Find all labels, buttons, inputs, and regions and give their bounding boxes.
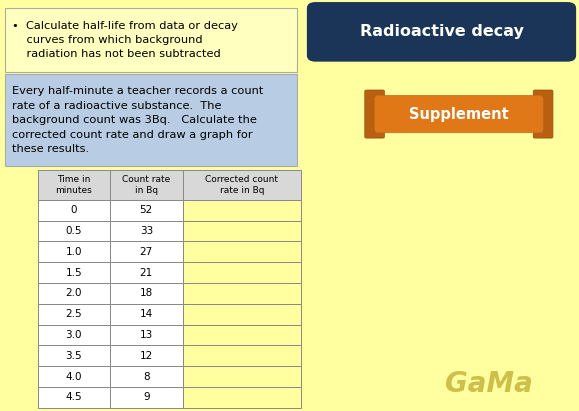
Text: 52: 52 [140, 205, 153, 215]
Text: 2.5: 2.5 [65, 309, 82, 319]
FancyBboxPatch shape [38, 200, 110, 221]
FancyBboxPatch shape [110, 170, 182, 200]
FancyBboxPatch shape [38, 283, 110, 304]
FancyBboxPatch shape [375, 95, 543, 133]
FancyBboxPatch shape [110, 304, 182, 325]
FancyBboxPatch shape [5, 8, 297, 72]
FancyBboxPatch shape [182, 221, 301, 241]
Text: 9: 9 [143, 393, 149, 402]
FancyBboxPatch shape [182, 200, 301, 221]
FancyBboxPatch shape [365, 90, 384, 138]
FancyBboxPatch shape [110, 387, 182, 408]
FancyBboxPatch shape [110, 262, 182, 283]
FancyBboxPatch shape [38, 304, 110, 325]
FancyBboxPatch shape [110, 200, 182, 221]
Text: 27: 27 [140, 247, 153, 257]
FancyBboxPatch shape [533, 90, 553, 138]
FancyBboxPatch shape [38, 325, 110, 345]
FancyBboxPatch shape [110, 283, 182, 304]
Text: 33: 33 [140, 226, 153, 236]
FancyBboxPatch shape [182, 241, 301, 262]
FancyBboxPatch shape [110, 241, 182, 262]
FancyBboxPatch shape [5, 74, 297, 166]
Text: 1.0: 1.0 [65, 247, 82, 257]
Text: 2.0: 2.0 [65, 289, 82, 298]
FancyBboxPatch shape [182, 345, 301, 366]
FancyBboxPatch shape [182, 170, 301, 200]
Text: 0: 0 [71, 205, 77, 215]
Text: Time in
minutes: Time in minutes [56, 175, 92, 195]
Text: Every half-minute a teacher records a count
rate of a radioactive substance.  Th: Every half-minute a teacher records a co… [12, 86, 263, 154]
Text: GaMa: GaMa [445, 370, 533, 398]
FancyBboxPatch shape [38, 366, 110, 387]
Text: Count rate
in Bq: Count rate in Bq [122, 175, 170, 195]
Text: 13: 13 [140, 330, 153, 340]
FancyBboxPatch shape [182, 387, 301, 408]
FancyBboxPatch shape [38, 221, 110, 241]
Text: Supplement: Supplement [409, 106, 509, 122]
Text: 3.5: 3.5 [65, 351, 82, 361]
Text: 8: 8 [143, 372, 149, 381]
Text: 18: 18 [140, 289, 153, 298]
Text: Corrected count
rate in Bq: Corrected count rate in Bq [206, 175, 278, 195]
FancyBboxPatch shape [38, 262, 110, 283]
FancyBboxPatch shape [38, 345, 110, 366]
FancyBboxPatch shape [110, 345, 182, 366]
FancyBboxPatch shape [182, 325, 301, 345]
FancyBboxPatch shape [38, 241, 110, 262]
Text: 21: 21 [140, 268, 153, 277]
FancyBboxPatch shape [110, 325, 182, 345]
Text: 4.0: 4.0 [65, 372, 82, 381]
FancyBboxPatch shape [182, 262, 301, 283]
FancyBboxPatch shape [182, 366, 301, 387]
FancyBboxPatch shape [307, 2, 576, 62]
FancyBboxPatch shape [38, 170, 110, 200]
FancyBboxPatch shape [38, 387, 110, 408]
Text: 14: 14 [140, 309, 153, 319]
Text: Radioactive decay: Radioactive decay [360, 24, 523, 39]
Text: 3.0: 3.0 [65, 330, 82, 340]
Text: 1.5: 1.5 [65, 268, 82, 277]
Text: •  Calculate half-life from data or decay
    curves from which background
    r: • Calculate half-life from data or decay… [12, 21, 237, 60]
FancyBboxPatch shape [182, 283, 301, 304]
FancyBboxPatch shape [110, 221, 182, 241]
Text: 4.5: 4.5 [65, 393, 82, 402]
Text: 12: 12 [140, 351, 153, 361]
FancyBboxPatch shape [182, 304, 301, 325]
Text: 0.5: 0.5 [65, 226, 82, 236]
FancyBboxPatch shape [110, 366, 182, 387]
